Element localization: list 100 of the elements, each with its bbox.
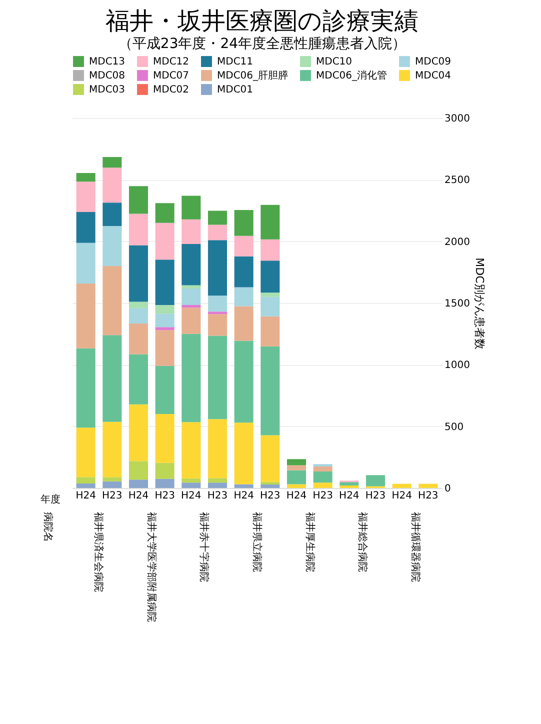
- legend-label: MDC12: [153, 56, 190, 68]
- bar: [286, 459, 306, 466]
- bar: [313, 471, 332, 483]
- text: 病院名: [42, 512, 54, 542]
- bar: [208, 419, 228, 478]
- legend-label: MDC13: [89, 56, 126, 68]
- x-tick-label: H23: [365, 490, 386, 502]
- bar: [155, 260, 174, 305]
- bar: [208, 296, 228, 312]
- bar: [76, 348, 96, 428]
- bar: [102, 335, 122, 422]
- bar: [208, 336, 228, 420]
- bar: [155, 366, 174, 414]
- x-tick-label: H24: [234, 490, 254, 502]
- bar: [102, 266, 122, 336]
- chart-subtitle: （平成23年度・24年度全悪性腫瘍患者入院）: [118, 36, 406, 52]
- bar: [260, 482, 280, 485]
- bar: [234, 484, 254, 488]
- bar: [208, 482, 228, 488]
- bar: [286, 465, 306, 470]
- bar: [260, 260, 280, 293]
- x-tick-label: H23: [102, 490, 122, 502]
- bar: [260, 316, 280, 346]
- bar: [128, 245, 148, 302]
- bar: [234, 287, 254, 306]
- y-tick-label: 1500: [444, 298, 470, 310]
- text: 福井県立病院: [251, 512, 263, 572]
- bar: [208, 210, 228, 225]
- bar: [313, 464, 332, 467]
- bar: [260, 292, 280, 297]
- legend-label: MDC10: [316, 56, 352, 68]
- x-tick-label: H23: [154, 490, 175, 502]
- bar: [260, 346, 280, 436]
- y-tick-label: 2500: [444, 175, 470, 186]
- bar: [182, 285, 201, 288]
- legend-label: MDC07: [153, 70, 190, 82]
- bar: [128, 461, 148, 480]
- bar: [76, 484, 96, 488]
- bar: [234, 422, 254, 484]
- bar: [182, 308, 201, 334]
- bar: [155, 462, 174, 479]
- bar: [155, 222, 174, 260]
- bar: [260, 484, 280, 488]
- bar: [182, 422, 201, 478]
- bar: [182, 244, 201, 286]
- y-tick-label: 2000: [444, 236, 470, 248]
- bar: [128, 480, 148, 488]
- legend-label: MDC06_消化管: [316, 70, 388, 82]
- bar: [102, 422, 122, 478]
- bar: [76, 428, 96, 478]
- bar: [286, 484, 306, 488]
- bar: [260, 296, 280, 316]
- bar: [182, 482, 201, 488]
- bar: [102, 477, 122, 482]
- bar: [182, 196, 201, 220]
- bar: [208, 314, 228, 336]
- text: 福井大学医学部附属病院: [145, 512, 158, 622]
- bar: [76, 212, 96, 243]
- bar: [128, 302, 148, 308]
- bar: [418, 484, 438, 488]
- bar: [155, 327, 174, 330]
- bar: [155, 478, 174, 488]
- text: 福井県済生会病院: [92, 512, 104, 592]
- text: 福井循環器病院: [410, 512, 422, 582]
- y-tick-label: 3000: [444, 114, 470, 124]
- bar: [260, 204, 280, 240]
- bar: [76, 477, 96, 484]
- x-axis-title: 年度: [40, 494, 60, 506]
- bar: [234, 340, 254, 423]
- legend-label: MDC08: [89, 70, 126, 82]
- x-tick-label: H23: [207, 490, 228, 502]
- bar: [313, 482, 332, 488]
- bar: [76, 242, 96, 284]
- bar: [182, 478, 201, 483]
- x-tick-label: H24: [128, 490, 149, 502]
- bar: [234, 306, 254, 341]
- bar: [76, 284, 96, 348]
- bar: [234, 256, 254, 288]
- bar: [102, 168, 122, 203]
- bar: [155, 414, 174, 463]
- bar: [155, 203, 174, 223]
- y-tick-label: 0: [444, 484, 451, 494]
- bar: [340, 482, 359, 486]
- x-tick-label: H24: [76, 490, 96, 502]
- y-tick-label: 1000: [444, 360, 470, 372]
- x-tick-label: H23: [312, 490, 333, 502]
- bar: [208, 478, 228, 483]
- legend-label: MDC09: [415, 56, 452, 68]
- bar: [182, 334, 201, 422]
- bar: [208, 312, 228, 314]
- bar: [128, 186, 148, 214]
- legend-label: MDC11: [217, 56, 254, 68]
- bar: [76, 182, 96, 212]
- chart-title: 福井・坂井医療圏の診療実績: [106, 7, 419, 35]
- bar: [392, 484, 412, 488]
- x-tick-label: H24: [286, 490, 307, 502]
- bar: [155, 314, 174, 328]
- legend-label: MDC06_肝胆膵: [217, 70, 288, 82]
- x-tick-label: H23: [418, 490, 438, 502]
- bar: [260, 435, 280, 482]
